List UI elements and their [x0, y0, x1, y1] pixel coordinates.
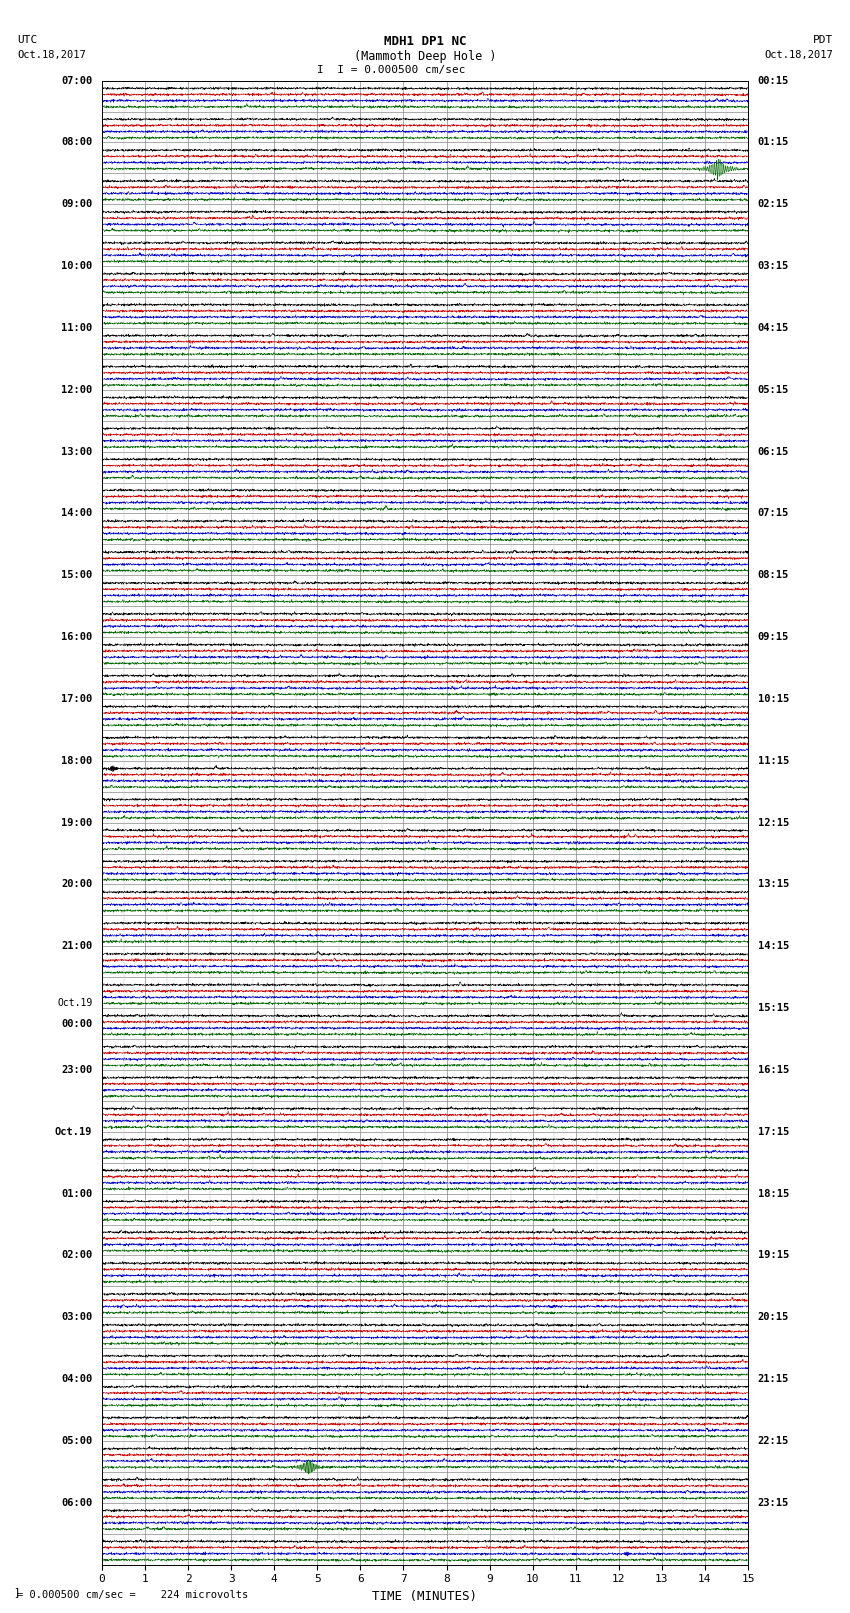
Text: PDT: PDT	[813, 35, 833, 45]
Text: Oct.18,2017: Oct.18,2017	[17, 50, 86, 60]
Text: MDH1 DP1 NC: MDH1 DP1 NC	[383, 35, 467, 48]
Text: 09:15: 09:15	[757, 632, 789, 642]
Text: 14:00: 14:00	[61, 508, 93, 518]
Text: 05:00: 05:00	[61, 1436, 93, 1445]
Text: 03:15: 03:15	[757, 261, 789, 271]
Text: 05:15: 05:15	[757, 386, 789, 395]
Text: 18:15: 18:15	[757, 1189, 789, 1198]
Text: 06:15: 06:15	[757, 447, 789, 456]
Text: 21:15: 21:15	[757, 1374, 789, 1384]
Text: 12:15: 12:15	[757, 818, 789, 827]
Text: 17:00: 17:00	[61, 694, 93, 703]
Text: 14:15: 14:15	[757, 942, 789, 952]
Text: 13:00: 13:00	[61, 447, 93, 456]
Text: 17:15: 17:15	[757, 1127, 789, 1137]
Text: 07:15: 07:15	[757, 508, 789, 518]
Text: 16:15: 16:15	[757, 1065, 789, 1074]
Text: 04:15: 04:15	[757, 323, 789, 332]
Text: 13:15: 13:15	[757, 879, 789, 889]
Text: 16:00: 16:00	[61, 632, 93, 642]
Text: 20:15: 20:15	[757, 1313, 789, 1323]
Text: 20:00: 20:00	[61, 879, 93, 889]
Text: ]: ]	[13, 1587, 20, 1597]
Text: 19:00: 19:00	[61, 818, 93, 827]
Text: 02:15: 02:15	[757, 200, 789, 210]
Text: Oct.19: Oct.19	[57, 998, 93, 1008]
Text: 00:00: 00:00	[61, 1018, 93, 1029]
Text: 15:00: 15:00	[61, 571, 93, 581]
Text: Oct.18,2017: Oct.18,2017	[764, 50, 833, 60]
Text: I  I = 0.000500 cm/sec: I I = 0.000500 cm/sec	[317, 65, 465, 74]
Text: 19:15: 19:15	[757, 1250, 789, 1260]
Text: 15:15: 15:15	[757, 1003, 789, 1013]
Text: 03:00: 03:00	[61, 1313, 93, 1323]
Text: 02:00: 02:00	[61, 1250, 93, 1260]
Text: = 0.000500 cm/sec =    224 microvolts: = 0.000500 cm/sec = 224 microvolts	[17, 1590, 248, 1600]
Text: 23:00: 23:00	[61, 1065, 93, 1074]
Text: 23:15: 23:15	[757, 1498, 789, 1508]
Text: (Mammoth Deep Hole ): (Mammoth Deep Hole )	[354, 50, 496, 63]
Text: 11:15: 11:15	[757, 756, 789, 766]
Text: 08:15: 08:15	[757, 571, 789, 581]
Text: 01:15: 01:15	[757, 137, 789, 147]
Text: 01:00: 01:00	[61, 1189, 93, 1198]
Text: 12:00: 12:00	[61, 386, 93, 395]
Text: 22:15: 22:15	[757, 1436, 789, 1445]
Text: 10:00: 10:00	[61, 261, 93, 271]
Text: UTC: UTC	[17, 35, 37, 45]
X-axis label: TIME (MINUTES): TIME (MINUTES)	[372, 1590, 478, 1603]
Text: 11:00: 11:00	[61, 323, 93, 332]
Text: 18:00: 18:00	[61, 756, 93, 766]
Text: 06:00: 06:00	[61, 1498, 93, 1508]
Text: 21:00: 21:00	[61, 942, 93, 952]
Text: 10:15: 10:15	[757, 694, 789, 703]
Text: 08:00: 08:00	[61, 137, 93, 147]
Text: 04:00: 04:00	[61, 1374, 93, 1384]
Text: Oct.19: Oct.19	[54, 1127, 93, 1137]
Text: 07:00: 07:00	[61, 76, 93, 85]
Text: 00:15: 00:15	[757, 76, 789, 85]
Text: 09:00: 09:00	[61, 200, 93, 210]
